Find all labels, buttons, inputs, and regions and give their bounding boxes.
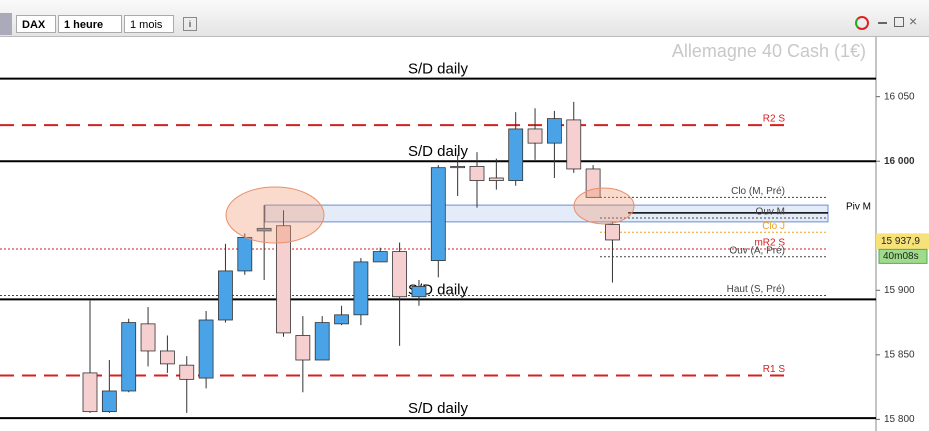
level-label: S/D daily — [408, 400, 469, 417]
candle-body — [295, 335, 311, 361]
candle-body — [276, 225, 291, 334]
candle-body — [237, 236, 253, 272]
level-label: R1 S — [763, 364, 786, 375]
refresh-button[interactable] — [855, 16, 869, 30]
level-label: Ouv (A, Pré) — [729, 245, 785, 256]
toolbar: DAX 1 heure 1 mois i × — [0, 0, 929, 37]
level-label: Haut (S, Pré) — [727, 284, 785, 295]
candle-body — [256, 227, 272, 232]
timer-box — [878, 248, 928, 264]
candle-body — [334, 314, 349, 325]
candle-body — [218, 270, 233, 321]
candle-body — [159, 350, 175, 365]
candle-body — [179, 364, 195, 380]
candle-body — [392, 251, 408, 298]
range-select[interactable]: 1 mois — [124, 15, 174, 33]
level-label: Ouv M — [756, 207, 785, 218]
chart-title: Allemagne 40 Cash (1€) — [672, 41, 866, 61]
candle-body — [430, 167, 446, 262]
candle-body — [469, 165, 485, 181]
highlight-circle — [225, 186, 325, 244]
close-button[interactable]: × — [909, 13, 918, 29]
timer-label: 40m08s — [883, 251, 919, 262]
level-label: Piv M — [846, 201, 871, 212]
candle-body — [140, 323, 156, 352]
candle-body — [198, 319, 214, 379]
candle-body — [314, 322, 330, 361]
candle-body — [372, 251, 388, 263]
candle-body — [508, 128, 524, 181]
y-tick-label: 15 900 — [884, 285, 915, 296]
candle-body — [121, 322, 137, 392]
symbol-select[interactable]: DAX — [16, 15, 56, 33]
minimize-button[interactable] — [878, 22, 887, 24]
candle-body — [547, 118, 562, 144]
candle-body — [566, 119, 582, 170]
candle-body — [488, 177, 504, 181]
level-label: mR2 S — [754, 238, 785, 249]
level-label: Clo (M, Pré) — [731, 186, 785, 197]
y-tick-label: 16 050 — [884, 91, 915, 102]
candle-body — [450, 165, 466, 169]
candle-body — [101, 390, 117, 413]
candle-body — [82, 372, 98, 413]
price-box — [876, 233, 929, 250]
level-label: Clo J — [762, 221, 785, 232]
candle-body — [605, 224, 620, 241]
handle — [0, 13, 12, 35]
maximize-button[interactable] — [894, 17, 904, 27]
candle-body — [411, 286, 427, 298]
level-label: S/D daily — [408, 143, 469, 160]
y-tick-label: 15 800 — [884, 414, 915, 425]
y-tick-label: 15 850 — [884, 349, 915, 360]
level-label: S/D daily — [408, 61, 469, 78]
price-label: 15 937,9 — [881, 236, 920, 247]
interval-select[interactable]: 1 heure — [58, 15, 122, 33]
y-tick-label: 16 000 — [884, 156, 915, 167]
candle-body — [353, 261, 369, 316]
level-label: R2 S — [763, 114, 786, 125]
highlight-circle — [573, 187, 635, 225]
info-button[interactable]: i — [183, 17, 197, 31]
candle-body — [527, 128, 543, 144]
